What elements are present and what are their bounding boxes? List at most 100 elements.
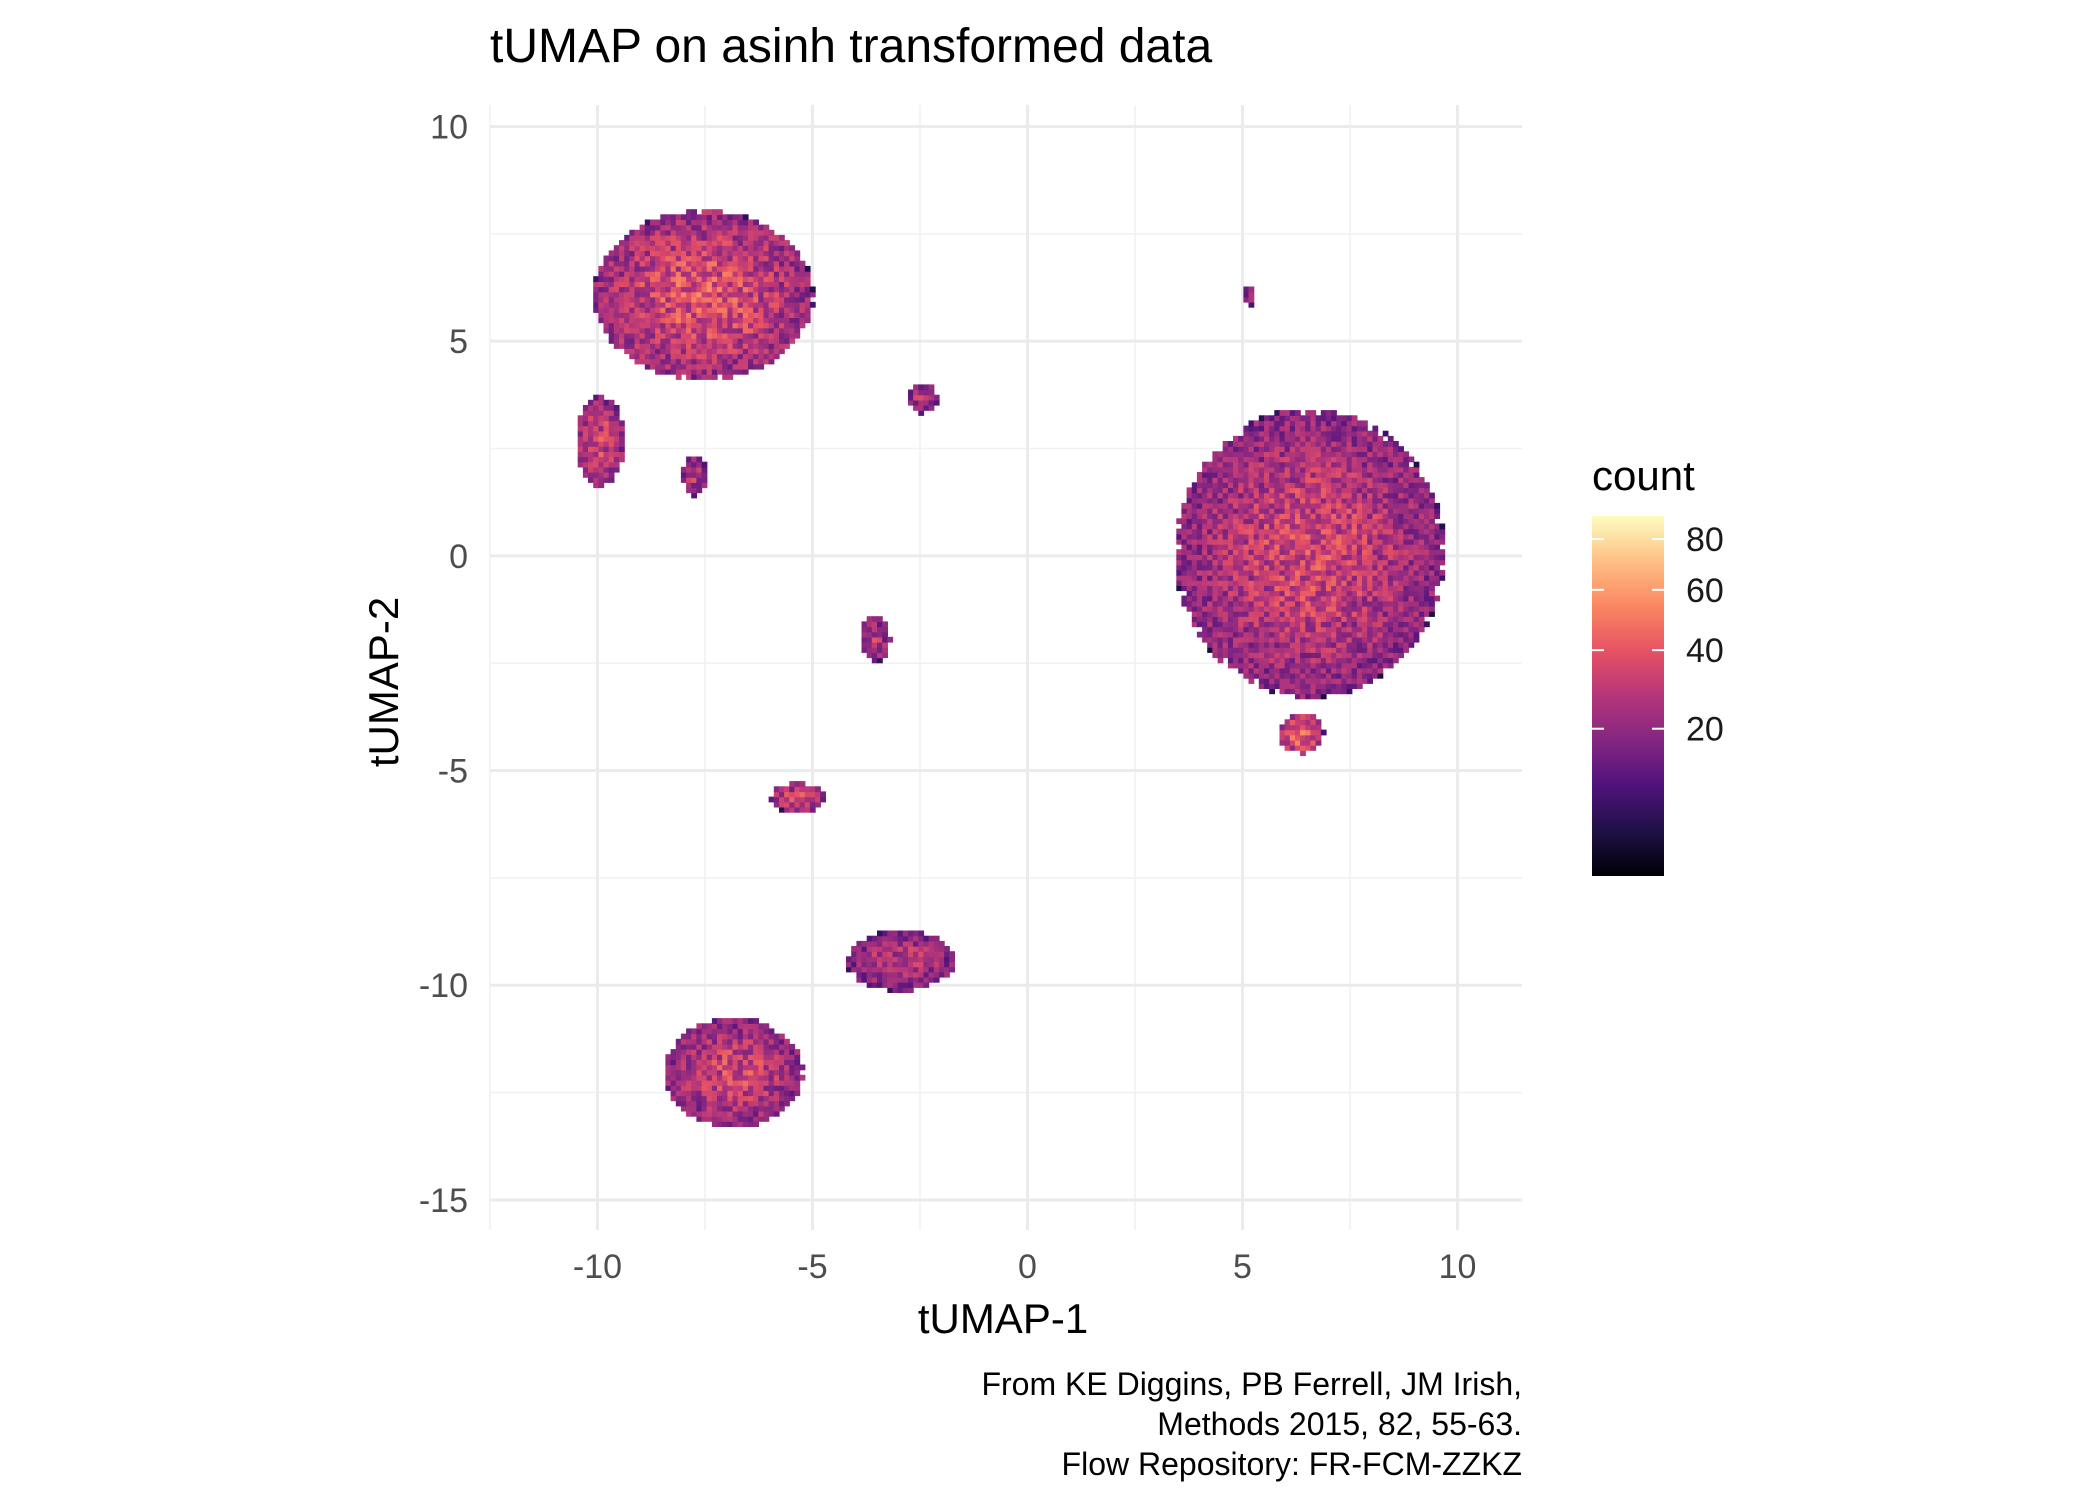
density-bin	[1346, 415, 1353, 422]
density-bin	[1279, 616, 1286, 622]
density-bin	[660, 281, 667, 288]
density-bin	[629, 281, 636, 288]
density-bin	[696, 229, 703, 236]
density-bin	[1264, 477, 1270, 483]
density-bin	[742, 368, 749, 375]
density-bin	[794, 801, 801, 808]
density-bin	[1382, 595, 1389, 602]
density-bin	[1284, 425, 1291, 432]
density-bin	[753, 1085, 759, 1091]
density-bin	[804, 291, 811, 298]
density-bin	[748, 255, 754, 262]
density-bin	[1248, 662, 1255, 669]
density-bin	[1300, 600, 1306, 607]
density-bin	[655, 307, 661, 313]
density-bin	[686, 276, 692, 282]
density-bin	[1186, 508, 1193, 514]
density-bin	[644, 332, 651, 339]
density-bin	[1336, 415, 1342, 422]
density-bin	[634, 343, 641, 349]
density-bin	[1398, 554, 1404, 561]
density-bin	[1367, 569, 1373, 576]
density-bin	[1222, 611, 1229, 617]
density-bin	[1264, 667, 1270, 674]
density-bin	[742, 332, 749, 339]
density-bin	[1382, 657, 1389, 664]
density-bin	[701, 466, 708, 473]
density-bin	[779, 1033, 785, 1040]
density-bin	[1310, 693, 1317, 700]
density-bin	[650, 363, 656, 370]
density-bin	[696, 291, 703, 298]
density-bin	[1320, 642, 1327, 648]
density-bin	[1269, 430, 1275, 437]
density-bin	[753, 307, 759, 313]
density-bin	[1253, 466, 1260, 473]
density-bin	[887, 951, 894, 957]
density-bin	[1418, 492, 1425, 499]
density-bin	[1320, 528, 1327, 535]
density-bin	[1243, 662, 1250, 669]
density-bin	[1243, 472, 1250, 478]
density-bin	[1356, 451, 1363, 458]
density-bin	[1300, 719, 1306, 726]
density-bin	[1429, 549, 1435, 555]
density-bin	[624, 296, 630, 303]
density-bin	[727, 343, 734, 349]
density-bin	[691, 358, 697, 365]
density-bin	[732, 234, 739, 241]
density-bin	[1289, 502, 1296, 509]
density-bin	[1408, 518, 1415, 525]
density-bin	[1253, 533, 1260, 540]
density-bin	[1372, 554, 1379, 561]
density-bin	[711, 358, 718, 365]
density-bin	[784, 338, 790, 344]
density-bin	[794, 332, 801, 339]
density-bin	[650, 229, 656, 236]
density-bin	[1413, 518, 1420, 525]
density-bin	[804, 801, 811, 808]
density-bin	[1362, 518, 1368, 525]
density-bin	[1305, 652, 1312, 659]
density-bin	[1212, 492, 1219, 499]
density-bin	[644, 358, 651, 365]
density-bin	[644, 301, 651, 308]
density-bin	[1295, 482, 1301, 489]
density-bin	[1356, 626, 1363, 633]
density-bin	[799, 260, 806, 267]
density-bin	[706, 229, 713, 236]
density-bin	[1387, 508, 1394, 514]
density-bin	[722, 301, 728, 308]
density-bin	[1310, 502, 1317, 509]
density-bin	[650, 332, 656, 339]
density-bin	[1284, 477, 1291, 483]
density-bin	[1331, 652, 1337, 659]
density-bin	[1238, 497, 1244, 504]
density-bin	[1367, 482, 1373, 489]
density-bin	[1429, 580, 1435, 586]
density-bin	[1341, 420, 1348, 427]
density-bin	[1284, 451, 1291, 458]
density-bin	[1387, 466, 1394, 473]
density-bin	[1258, 559, 1265, 566]
density-bin	[680, 317, 687, 324]
density-bin	[794, 1085, 801, 1091]
density-bin	[1325, 580, 1332, 586]
density-bin	[1300, 693, 1306, 700]
density-bin	[1320, 636, 1327, 643]
density-bin	[1315, 564, 1322, 571]
density-bin	[1305, 714, 1312, 720]
density-bin	[1305, 538, 1312, 545]
density-bin	[1413, 636, 1420, 643]
density-bin	[1331, 508, 1337, 514]
density-bin	[1289, 435, 1296, 442]
density-bin	[1274, 580, 1281, 586]
density-bin	[1341, 595, 1348, 602]
density-bin	[1393, 487, 1399, 494]
density-bin	[691, 482, 697, 489]
density-bin	[1269, 636, 1275, 643]
density-bin	[1196, 518, 1203, 525]
density-bin	[1377, 657, 1384, 664]
density-bin	[737, 271, 744, 277]
density-bin	[768, 234, 775, 241]
